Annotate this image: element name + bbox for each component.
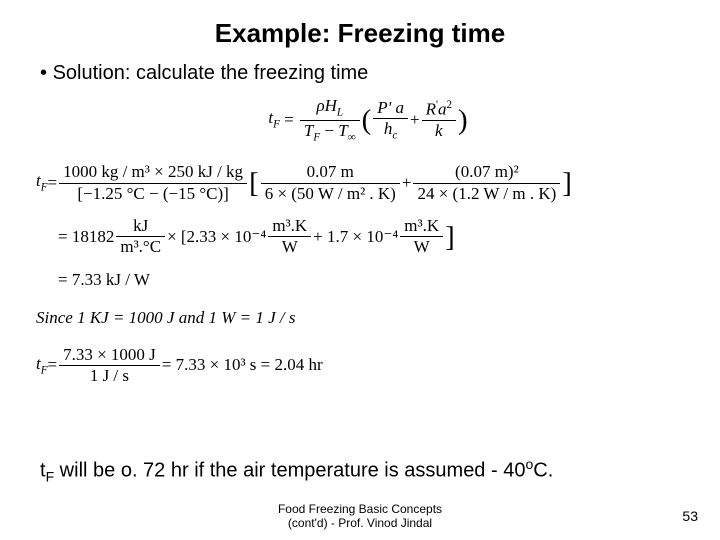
slide: Example: Freezing time Solution: calcula… [0, 0, 720, 540]
frac-Pa-hc: P' a hc [373, 98, 408, 143]
slide-title: Example: Freezing time [0, 18, 720, 49]
tF-var: tF [36, 171, 47, 195]
equals: = [280, 110, 298, 130]
bottom-note: tF will be o. 72 hr if the air temperatu… [40, 456, 700, 485]
frac-final: 7.33 × 1000 J 1 J / s [59, 345, 160, 387]
equation-substitution: tF = 1000 kg / m³ × 250 kJ / kg [−1.25 °… [36, 162, 700, 204]
frac-Ra2-k: R'a2 k [422, 99, 456, 141]
equation-intermediate: = 18182 kJ m³.°C × [2.33 × 10⁻⁴ m³.K W +… [58, 216, 700, 258]
plus: + [410, 110, 420, 130]
frac-rhoHL: ρHL TF − T∞ [300, 96, 360, 144]
frac-units2: m³.K W [268, 216, 311, 258]
tF-var: tF [268, 108, 279, 132]
equation-result-kjw: = 7.33 kJ / W [58, 270, 700, 290]
frac-units1: kJ m³.°C [116, 216, 165, 258]
equals: = [47, 173, 57, 193]
frac-substitution-main: 1000 kg / m³ × 250 kJ / kg [−1.25 °C − (… [59, 162, 247, 204]
footer-text: Food Freezing Basic Concepts (cont'd) - … [0, 502, 720, 530]
equals: = [47, 355, 57, 375]
equation-formula: tF = ρHL TF − T∞ ( P' a hc + R'a2 k ) [116, 96, 620, 144]
final-rhs: = 7.33 × 10³ s = 2.04 hr [162, 355, 323, 375]
plus: + [402, 173, 412, 193]
equation-final: tF = 7.33 × 1000 J 1 J / s = 7.33 × 10³ … [36, 345, 700, 387]
since-text: Since 1 KJ = 1000 J and 1 W = 1 J / s [36, 308, 700, 328]
tF-var: tF [36, 354, 47, 378]
plus-text: + 1.7 × 10⁻⁴ [313, 227, 398, 247]
frac-units3: m³.K W [400, 216, 443, 258]
eq-18182: = 18182 [58, 227, 114, 247]
bullet-solution: Solution: calculate the freezing time [40, 62, 368, 85]
equations-area: tF = ρHL TF − T∞ ( P' a hc + R'a2 k ) [36, 96, 700, 398]
mid-text: × [2.33 × 10⁻⁴ [167, 227, 266, 247]
frac-term2: (0.07 m)² 24 × (1.2 W / m . K) [413, 162, 560, 204]
page-number: 53 [682, 508, 698, 524]
frac-term1: 0.07 m 6 × (50 W / m² . K) [261, 162, 400, 204]
